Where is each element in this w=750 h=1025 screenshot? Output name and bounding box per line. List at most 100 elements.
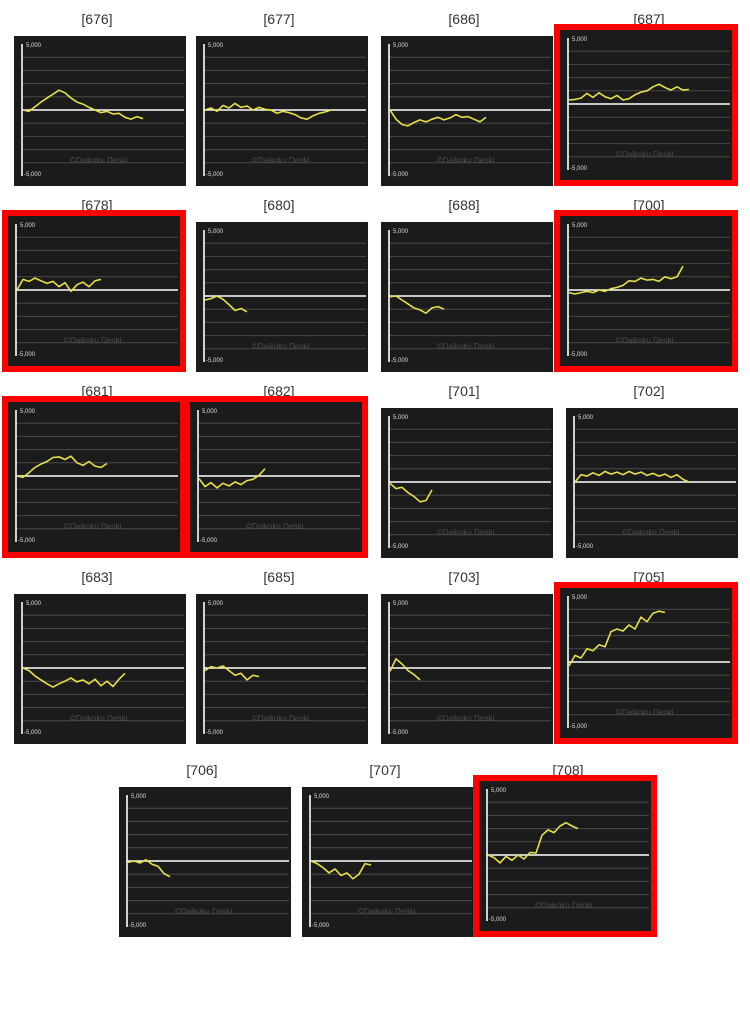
series-line — [127, 858, 171, 878]
chart-svg: 5,000 -5,000 ©Daikoku Denki — [14, 594, 186, 744]
y-tick-label: 5,000 — [20, 409, 36, 415]
watermark: ©Daikoku Denki — [246, 522, 304, 531]
watermark: ©Daikoku Denki — [358, 907, 416, 916]
chart-title: [688] — [448, 197, 480, 213]
chart-svg: 5,000 -5,000 ©Daikoku Denki — [381, 222, 553, 372]
chart-frame: 5,000 -5,000 ©Daikoku Denki — [190, 216, 374, 378]
chart-svg: 5,000 -5,000 ©Daikoku Denki — [8, 402, 180, 552]
y-tick-label: -5,000 — [206, 358, 224, 364]
series-line — [16, 455, 108, 479]
series-line — [568, 265, 684, 295]
chart-svg: 5,000 -5,000 ©Daikoku Denki — [479, 781, 651, 931]
series-line — [389, 482, 433, 503]
watermark: ©Daikoku Denki — [64, 336, 122, 345]
chart-svg: 5,000 -5,000 ©Daikoku Denki — [560, 30, 732, 180]
y-tick-label: -5,000 — [391, 544, 409, 550]
series-line — [568, 610, 666, 667]
y-tick-label: -5,000 — [576, 544, 594, 550]
series-line — [22, 89, 144, 120]
watermark: ©Daikoku Denki — [252, 714, 310, 723]
chart-frame: 5,000 -5,000 ©Daikoku Denki — [190, 30, 374, 192]
y-tick-label: 5,000 — [131, 794, 147, 800]
series-line — [568, 83, 690, 101]
series-line — [22, 667, 126, 688]
y-tick-label: -5,000 — [391, 358, 409, 364]
y-tick-label: 5,000 — [20, 223, 36, 229]
plot-background — [381, 408, 553, 558]
chart-svg: 5,000 -5,000 ©Daikoku Denki — [302, 787, 474, 937]
chart-svg: 5,000 -5,000 ©Daikoku Denki — [190, 402, 362, 552]
y-tick-label: -5,000 — [206, 172, 224, 178]
y-tick-label: 5,000 — [26, 601, 42, 607]
y-tick-label: 5,000 — [208, 43, 224, 49]
chart-frame: 5,000 -5,000 ©Daikoku Denki — [375, 216, 559, 378]
highlight-frame: 5,000 -5,000 ©Daikoku Denki — [184, 396, 368, 558]
chart-title: [685] — [263, 569, 295, 585]
watermark: ©Daikoku Denki — [616, 150, 674, 159]
chart-frame: 5,000 -5,000 ©Daikoku Denki — [560, 402, 744, 564]
chart-frame: 5,000 -5,000 ©Daikoku Denki — [190, 588, 374, 750]
y-tick-label: 5,000 — [393, 229, 409, 235]
chart-svg: 5,000 -5,000 ©Daikoku Denki — [381, 594, 553, 744]
chart-frame: 5,000 -5,000 ©Daikoku Denki — [113, 781, 297, 943]
plot-background — [560, 30, 732, 180]
y-tick-label: 5,000 — [572, 595, 588, 601]
chart-svg: 5,000 -5,000 ©Daikoku Denki — [381, 408, 553, 558]
chart-frame: 5,000 -5,000 ©Daikoku Denki — [375, 588, 559, 750]
watermark: ©Daikoku Denki — [70, 156, 128, 165]
watermark: ©Daikoku Denki — [252, 156, 310, 165]
chart-title: [677] — [263, 11, 295, 27]
chart-title: [686] — [448, 11, 480, 27]
chart-title: [683] — [81, 569, 113, 585]
highlight-frame: 5,000 -5,000 ©Daikoku Denki — [2, 396, 186, 558]
plot-background — [302, 787, 474, 937]
y-tick-label: -5,000 — [200, 538, 218, 544]
highlight-frame: 5,000 -5,000 ©Daikoku Denki — [554, 24, 738, 186]
chart-svg: 5,000 -5,000 ©Daikoku Denki — [560, 588, 732, 738]
chart-frame: 5,000 -5,000 ©Daikoku Denki — [8, 30, 192, 192]
highlight-frame: 5,000 -5,000 ©Daikoku Denki — [554, 582, 738, 744]
y-tick-label: 5,000 — [314, 794, 330, 800]
watermark: ©Daikoku Denki — [622, 528, 680, 537]
plot-background — [8, 216, 180, 366]
y-tick-label: -5,000 — [489, 917, 507, 923]
chart-title: [705] — [633, 569, 665, 585]
series-line — [204, 102, 332, 120]
y-tick-label: 5,000 — [26, 43, 42, 49]
series-line — [389, 658, 421, 681]
chart-title: [678] — [81, 197, 113, 213]
series-line — [310, 860, 372, 880]
y-tick-label: 5,000 — [202, 409, 218, 415]
series-line — [204, 665, 260, 681]
chart-title: [681] — [81, 383, 113, 399]
chart-frame: 5,000 -5,000 ©Daikoku Denki — [296, 781, 480, 943]
chart-title: [687] — [633, 11, 665, 27]
chart-svg: 5,000 -5,000 ©Daikoku Denki — [381, 36, 553, 186]
chart-title: [700] — [633, 197, 665, 213]
chart-title: [706] — [186, 762, 218, 778]
chart-title: [680] — [263, 197, 295, 213]
chart-title: [676] — [81, 11, 113, 27]
chart-frame: 5,000 -5,000 ©Daikoku Denki — [8, 588, 192, 750]
chart-title: [702] — [633, 383, 665, 399]
y-tick-label: 5,000 — [208, 229, 224, 235]
series-line — [389, 109, 487, 127]
y-tick-label: 5,000 — [572, 223, 588, 229]
y-tick-label: -5,000 — [18, 538, 36, 544]
y-tick-label: -5,000 — [570, 724, 588, 730]
chart-svg: 5,000 -5,000 ©Daikoku Denki — [14, 36, 186, 186]
plot-background — [196, 594, 368, 744]
watermark: ©Daikoku Denki — [535, 901, 593, 910]
y-tick-label: -5,000 — [129, 923, 147, 929]
watermark: ©Daikoku Denki — [437, 342, 495, 351]
highlight-frame: 5,000 -5,000 ©Daikoku Denki — [473, 775, 657, 937]
y-tick-label: -5,000 — [391, 730, 409, 736]
y-tick-label: 5,000 — [393, 415, 409, 421]
plot-background — [479, 781, 651, 931]
y-tick-label: -5,000 — [570, 352, 588, 358]
chart-title: [707] — [369, 762, 401, 778]
watermark: ©Daikoku Denki — [616, 336, 674, 345]
chart-title: [708] — [552, 762, 584, 778]
watermark: ©Daikoku Denki — [437, 714, 495, 723]
chart-title: [701] — [448, 383, 480, 399]
